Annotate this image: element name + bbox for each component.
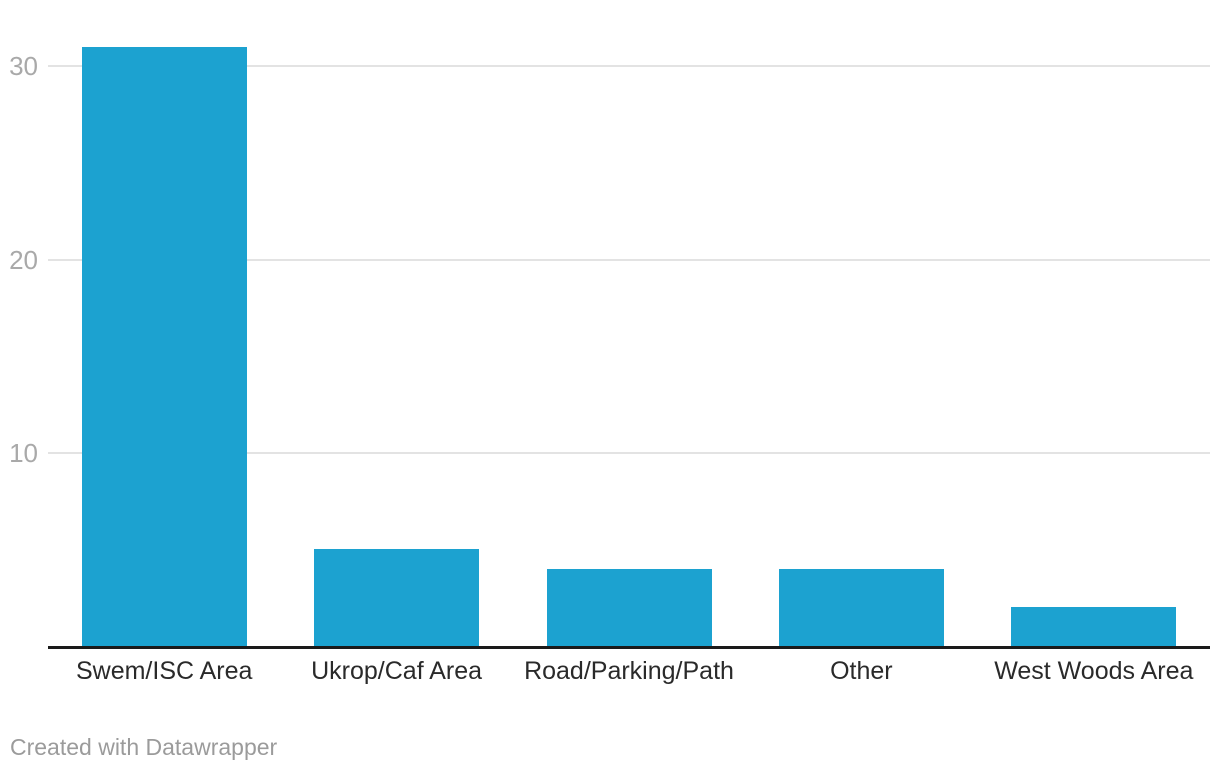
bar-5: [1011, 607, 1177, 646]
gridline-20: [48, 258, 1210, 261]
x-axis-label-2: Ukrop/Caf Area: [311, 657, 483, 685]
attribution-text: Created with Datawrapper: [10, 734, 278, 760]
bar-1: [81, 47, 247, 646]
bar-3: [546, 568, 712, 646]
bar-4: [778, 568, 944, 646]
y-tick-label-10: 10: [9, 437, 38, 468]
y-tick-label-30: 30: [9, 51, 38, 82]
gridline-10: [48, 451, 1210, 454]
x-axis-label-3: Road/Parking/Path: [524, 657, 734, 685]
x-axis-line: [48, 646, 1210, 649]
x-axis-label-4: Other: [830, 657, 893, 685]
x-axis-label-5: West Woods Area: [994, 657, 1194, 685]
y-tick-label-20: 20: [9, 244, 38, 275]
gridline-30: [48, 65, 1210, 68]
x-axis-label-1: Swem/ISC Area: [75, 657, 253, 685]
bar-2: [314, 549, 480, 646]
